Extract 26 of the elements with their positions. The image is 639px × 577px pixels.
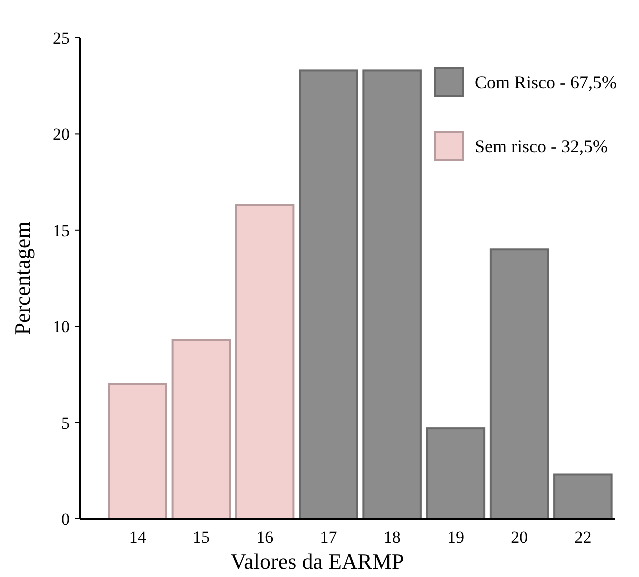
bar [172,339,232,520]
x-tick-label: 15 [192,528,210,547]
y-tick-label: 25 [53,28,70,48]
bar [554,474,613,520]
x-tick-label: 18 [384,528,401,547]
bar [490,248,550,520]
bar [362,70,422,520]
x-tick-label: 19 [447,528,464,547]
y-tick-label: 5 [62,414,70,433]
x-tick-label: 22 [574,528,592,547]
x-tick-label: 14 [129,528,147,547]
x-axis-title: Valores da EARMP [230,549,404,574]
y-tick-label: 10 [53,318,70,337]
x-tick-label: 20 [511,528,528,547]
y-axis-title: Percentagem [10,222,35,336]
legend-label: Com Risco - 67,5% [475,72,617,92]
y-tick-label: 15 [53,221,70,240]
x-tick-label: 16 [256,528,274,547]
bar [108,383,168,520]
y-tick-label: 20 [53,125,70,144]
legend-label: Sem risco - 32,5% [475,136,608,156]
bar [426,428,486,520]
x-tick-label: 17 [320,528,338,547]
y-tick-label: 0 [62,510,70,529]
bar [299,70,358,520]
bar [235,204,295,520]
